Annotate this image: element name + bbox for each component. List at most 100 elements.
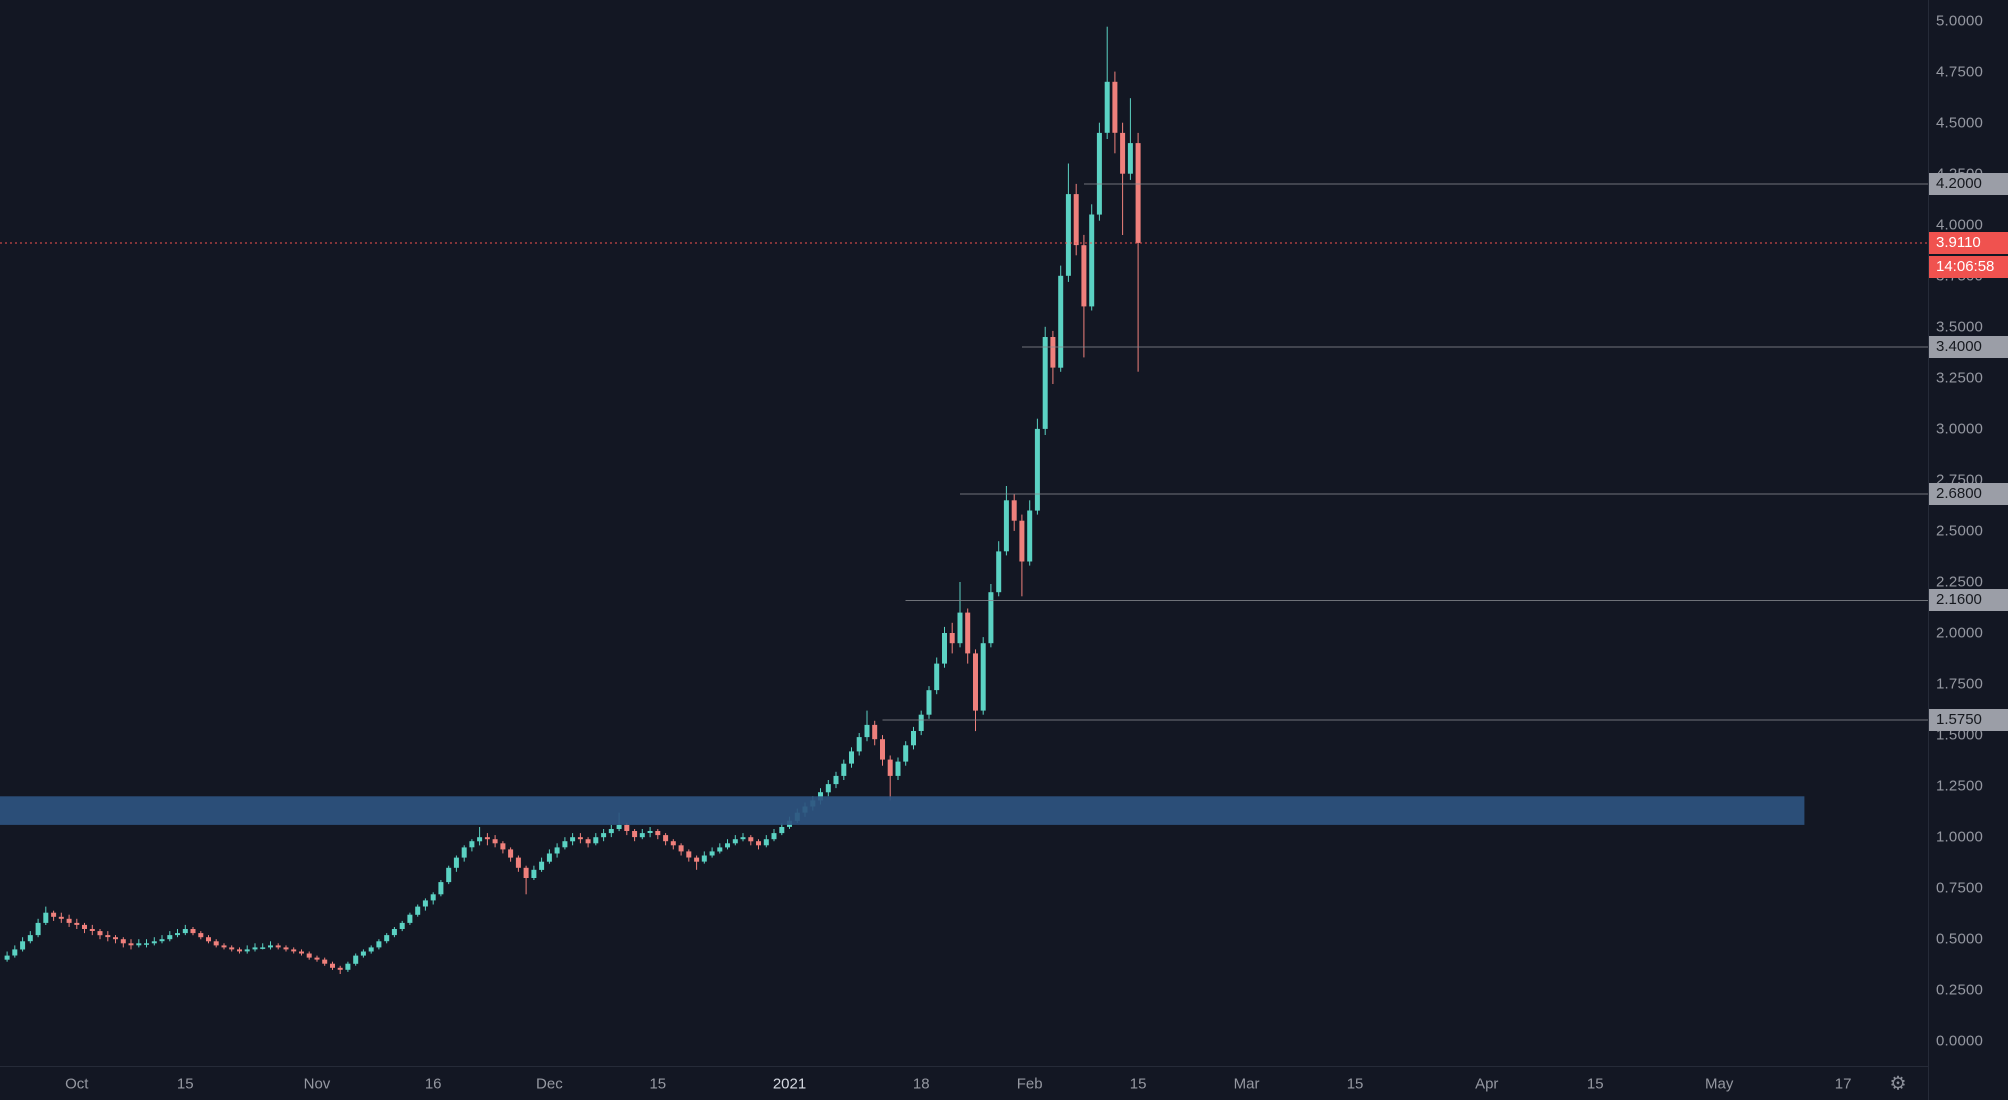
candle-wick [1129,98,1131,180]
price-level-label: 2.1600 [1929,589,2008,612]
price-tick-label: 2.2500 [1936,573,1984,591]
time-tick-label: 18 [912,1075,930,1092]
price-tick-label: 2.0000 [1936,624,1984,642]
candle-body [918,714,924,731]
price-tick-label: 0.5000 [1936,930,1984,948]
candlestick-chart[interactable] [0,0,1928,1066]
candle-body [330,963,335,968]
candle-body [756,841,761,846]
candle-body [66,918,72,923]
candle-body [740,837,746,840]
candle-body [1050,337,1056,368]
candle-body [237,949,242,952]
candle-body [399,922,405,929]
price-level-label: 2.6800 [1929,483,2008,506]
candle-body [213,941,219,946]
candle-body [934,663,940,691]
candle-body [1089,214,1095,307]
chart-plot-area[interactable] [0,0,1928,1066]
candle-body [957,612,963,644]
candle-body [608,829,614,834]
candle-body [694,857,700,862]
bar-close-countdown-label: 14:06:58 [1929,255,2008,278]
candle-body [856,737,862,752]
candle-body [314,957,320,960]
candle-body [965,612,971,654]
candle-body [1127,143,1133,174]
candle-body [500,843,506,850]
candle-body [763,839,769,846]
candle-body [35,922,41,936]
price-tick-label: 4.5000 [1936,114,1984,132]
candle-body [384,935,390,942]
candle-body [268,945,273,948]
candle-wick [525,865,527,895]
price-axis[interactable]: 3.9110 14:06:58 5.00004.75004.50004.2500… [1928,0,2008,1066]
price-tick-label: 4.7500 [1936,63,1984,81]
candle-body [322,959,328,964]
candle-body [453,857,459,868]
price-tick-label: 3.5000 [1936,318,1984,336]
candle-body [299,951,304,954]
candle-body [4,955,10,960]
candle-body [949,633,955,644]
candle-body [833,775,839,785]
candle-wick [262,943,264,950]
time-tick-label: 17 [1834,1075,1852,1092]
candles-layer [4,26,1141,974]
settings-gear-icon[interactable]: ⚙ [1889,1073,1907,1094]
candle-body [438,882,444,895]
time-tick-label: 15 [1346,1075,1364,1092]
candle-body [244,949,250,952]
price-tick-label: 1.0000 [1936,828,1984,846]
candle-body [360,951,366,956]
candle-body [601,833,607,838]
candle-body [1042,337,1048,429]
candle-body [391,929,397,936]
candle-body [779,827,785,834]
candle-body [841,763,847,776]
candle-body [872,724,878,740]
candle-body [1112,81,1118,133]
candle-body [113,937,118,940]
candle-body [12,949,18,956]
price-tick-label: 0.7500 [1936,879,1984,897]
candle-body [1081,245,1087,307]
candle-body [407,914,413,923]
candle-wick [889,755,891,801]
candle-wick [479,827,481,846]
candle-body [477,837,483,842]
time-tick-label: 15 [176,1075,194,1092]
time-tick-label: 15 [1129,1075,1147,1092]
time-tick-label: 15 [1586,1075,1604,1092]
candle-body [159,939,165,942]
candle-body [376,941,382,948]
candle-body [461,847,467,858]
time-axis[interactable]: ⚙ Oct 15 Nov 16 Dec 15 2021 18 Feb 15 Mar 15 Apr 15 Ma… [0,1066,2008,1100]
support-zone-drawing[interactable] [0,796,1805,825]
candle-body [252,947,258,950]
candle-body [74,922,80,925]
candle-body [492,839,498,844]
candle-wick [161,935,163,944]
candle-body [562,841,568,848]
candle-body [306,953,312,958]
candle-body [229,947,235,950]
candle-body [283,947,289,950]
time-tick-label: 16 [424,1075,442,1092]
candle-body [1065,194,1071,276]
candle-body [973,653,978,711]
candle-body [887,759,893,776]
time-tick-label: Nov [303,1075,331,1092]
candle-body [864,724,870,738]
candle-body [368,947,374,952]
candle-body [771,833,777,840]
price-tick-label: 1.2500 [1936,777,1984,795]
candle-body [151,941,157,944]
candle-body [353,955,359,964]
candle-body [51,912,57,917]
candle-body [27,935,33,942]
candle-body [515,857,521,868]
candle-body [136,943,142,946]
candle-body [577,837,583,840]
